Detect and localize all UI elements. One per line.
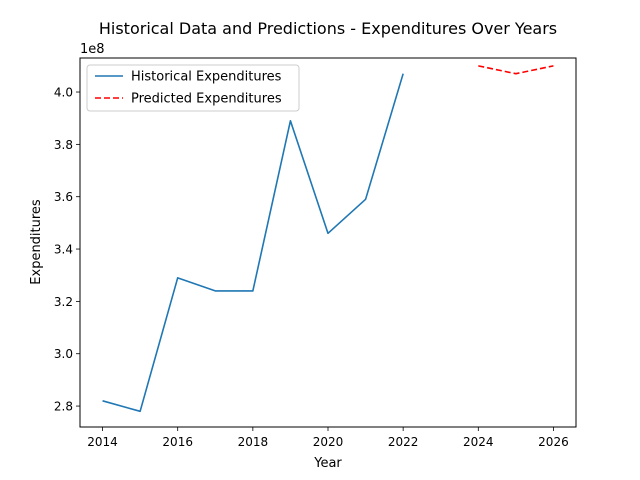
x-tick-label: 2026: [538, 435, 569, 449]
predicted-expenditures-line: [478, 65, 554, 75]
y-tick-label: 3.4: [54, 243, 73, 257]
historical-expenditures-line: [102, 73, 404, 413]
y-tick-label: 3.0: [54, 347, 73, 361]
y-offset-label: 1e8: [80, 42, 105, 57]
x-axis: 2014 2016 2018 2020 2022 2024 2026: [87, 427, 569, 449]
x-axis-label: Year: [313, 456, 342, 471]
legend-label: Predicted Expenditures: [131, 92, 282, 107]
y-axis-label: Expenditures: [29, 199, 44, 285]
x-tick-label: 2016: [162, 435, 193, 449]
legend-label: Historical Expenditures: [131, 70, 282, 85]
legend: Historical Expenditures Predicted Expendi…: [86, 64, 300, 112]
y-axis: 2.8 3.0 3.2 3.4 3.6 3.8 4.0: [54, 86, 80, 414]
series-layer: [102, 65, 554, 413]
legend-box: [86, 64, 300, 112]
y-tick-label: 2.8: [54, 400, 73, 414]
y-tick-label: 3.2: [54, 295, 73, 309]
y-tick-label: 3.6: [54, 190, 73, 204]
x-tick-label: 2018: [238, 435, 269, 449]
y-tick-label: 4.0: [54, 86, 73, 100]
x-tick-label: 2020: [313, 435, 344, 449]
x-tick-label: 2024: [463, 435, 494, 449]
y-tick-label: 3.8: [54, 138, 73, 152]
chart-title: Historical Data and Predictions - Expend…: [99, 19, 557, 38]
x-tick-label: 2022: [388, 435, 419, 449]
x-tick-label: 2014: [87, 435, 118, 449]
